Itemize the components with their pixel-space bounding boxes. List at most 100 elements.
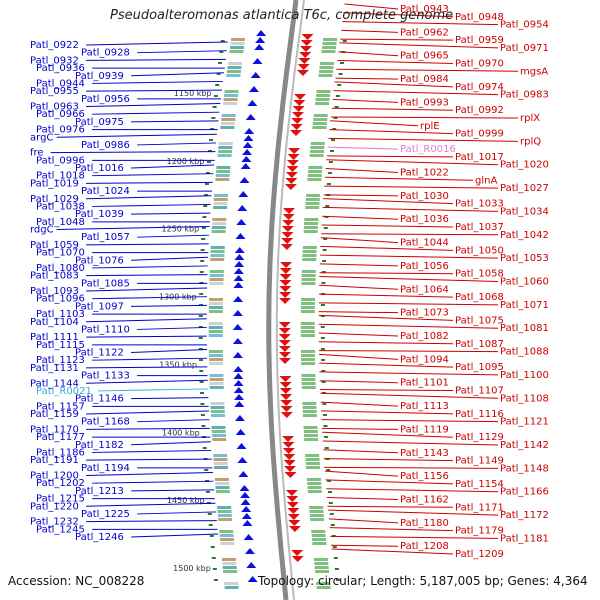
leader-line-right — [333, 90, 499, 96]
cog-band-left — [221, 114, 236, 117]
leader-line-left — [92, 480, 214, 484]
gene-label-right: Patl_0999 — [455, 129, 504, 140]
gene-label-right: Patl_0983 — [500, 90, 549, 101]
gene-arrow-left — [252, 58, 263, 64]
cog-band-left — [221, 558, 236, 561]
leader-line-right — [322, 440, 499, 446]
gene-arrow-left — [235, 429, 246, 435]
cog-band-left — [210, 246, 225, 249]
gene-label-left: Patl_1085 — [81, 278, 130, 289]
scale-tick-right — [326, 183, 331, 185]
cog-band-right — [301, 362, 316, 365]
gene-label-left: Patl_1080 — [36, 263, 85, 274]
gene-label-left: Patl_1110 — [81, 324, 130, 335]
gene-arrow-left — [233, 268, 244, 274]
gene-label-left: Patl_1039 — [75, 209, 124, 220]
cog-band-left — [226, 70, 241, 73]
cog-band-right — [312, 122, 327, 125]
scale-tick-left — [202, 216, 207, 218]
cog-band-right — [302, 410, 317, 413]
cog-band-right — [300, 350, 315, 353]
gene-arrow-right — [283, 454, 296, 460]
cog-band-right — [301, 282, 316, 285]
cog-band-right — [305, 462, 320, 465]
leader-line-left — [92, 173, 214, 177]
scale-tick-right — [327, 480, 332, 482]
gene-arrow-left — [232, 338, 243, 344]
gene-arrow-right — [283, 208, 296, 214]
scale-tick-right — [333, 557, 338, 559]
kbp-label: 1250 kbp — [162, 225, 200, 234]
cog-band-right — [301, 358, 316, 361]
leader-line-right — [320, 401, 399, 407]
gene-label-left: Patl_1057 — [81, 232, 130, 243]
leader-line-right — [318, 350, 499, 353]
cog-band-right — [313, 114, 328, 117]
cog-band-left — [208, 306, 223, 309]
leader-line-right — [328, 509, 499, 516]
cog-band-right — [314, 566, 329, 569]
kbp-label: 1150 kbp — [174, 89, 212, 98]
cog-band-right — [303, 426, 318, 429]
leader-line-right — [328, 518, 399, 524]
gene-arrow-right — [278, 334, 291, 340]
leader-line-right — [331, 548, 454, 555]
leader-line-right — [321, 224, 454, 228]
cog-band-right — [301, 386, 316, 389]
gene-label-left: Patl_1213 — [75, 486, 124, 497]
gene-arrow-right — [285, 490, 298, 496]
gene-arrow-right — [298, 58, 311, 64]
cog-band-right — [303, 226, 318, 229]
gene-label-right: Patl_1081 — [500, 323, 549, 334]
cog-band-left — [215, 486, 230, 489]
cog-band-right — [301, 270, 316, 273]
cog-band-left — [217, 510, 232, 513]
cog-band-left — [229, 50, 244, 53]
cog-band-right — [301, 382, 316, 385]
gene-arrow-right — [282, 442, 295, 448]
gene-arrow-right — [284, 184, 297, 190]
gene-label-left: Patl_0986 — [81, 140, 130, 151]
gene-arrow-left — [234, 394, 245, 400]
cog-band-right — [303, 230, 318, 233]
gene-label-right: Patl_1100 — [500, 370, 549, 381]
gene-arrow-right — [300, 40, 313, 46]
gene-label-left: Patl_0939 — [75, 71, 124, 82]
gene-label-right: Patl_0959 — [455, 35, 504, 46]
cog-band-right — [310, 518, 325, 521]
cog-band-left — [224, 90, 239, 93]
gene-arrow-right — [280, 394, 293, 400]
scale-tick-right — [325, 205, 330, 207]
cog-band-left — [209, 298, 224, 301]
scale-tick-right — [321, 359, 326, 361]
cog-band-left — [210, 402, 225, 405]
cog-band-right — [306, 466, 321, 469]
gene-label-right: Patl_0954 — [500, 20, 549, 31]
cog-band-left — [224, 582, 239, 585]
cog-band-left — [212, 222, 227, 225]
gene-arrow-left — [237, 205, 248, 211]
gene-label-left: Patl_1103 — [36, 309, 85, 320]
scale-tick-left — [198, 337, 203, 339]
gene-arrow-right — [284, 472, 297, 478]
scale-tick-left — [201, 425, 206, 427]
gene-label-left: Patl_1157 — [36, 401, 85, 412]
scale-tick-left — [208, 524, 213, 526]
cog-band-right — [309, 506, 324, 509]
leader-line-left — [86, 502, 216, 507]
gene-label-right: Patl_0992 — [455, 105, 504, 116]
cog-band-left — [221, 118, 236, 121]
cog-band-left — [208, 326, 223, 329]
scale-tick-left — [205, 172, 210, 174]
cog-band-left — [215, 174, 230, 177]
gene-label-left: Patl_0956 — [81, 94, 130, 105]
cog-band-left — [209, 386, 224, 389]
gene-label-right: Patl_1027 — [500, 183, 549, 194]
cog-band-right — [300, 306, 315, 309]
leader-line-right — [319, 263, 399, 267]
cog-band-left — [218, 142, 233, 145]
leader-line-right — [330, 535, 499, 539]
gene-label-right: rplQ — [520, 136, 541, 147]
